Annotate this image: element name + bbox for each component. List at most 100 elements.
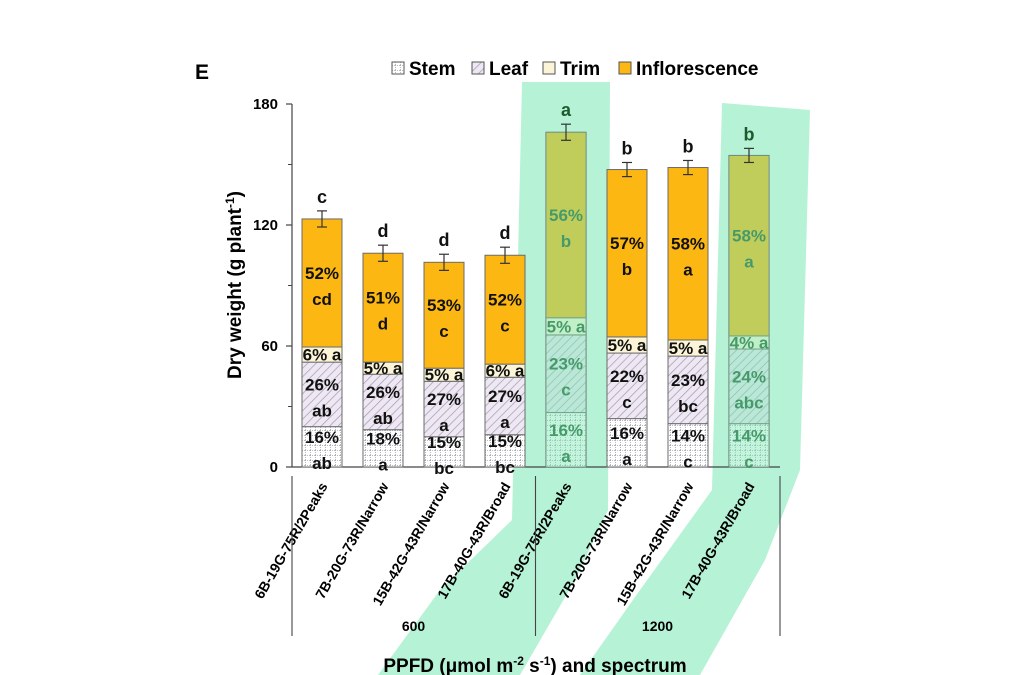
total-letter: c <box>317 187 327 207</box>
segment-letter: c <box>622 393 631 412</box>
segment-letter: ab <box>312 401 332 420</box>
bar-segment-stem <box>545 412 587 468</box>
total-letter: b <box>622 138 633 158</box>
bar-segment-inflorescence <box>423 261 465 369</box>
bar-segment-leaf <box>606 352 648 420</box>
segment-label: 4% a <box>730 333 769 352</box>
bar-segment-inflorescence <box>728 154 770 337</box>
segment-letter: a <box>622 450 632 469</box>
segment-letter: c <box>561 381 570 400</box>
bar-segment-stem <box>423 436 465 468</box>
segment-pct: 26% <box>366 383 400 402</box>
segment-letter: a <box>439 416 449 435</box>
segment-letter: b <box>622 260 632 279</box>
bar-5: 16% a 23% c 5% a 56% b a <box>545 100 587 468</box>
bar-segment-stem <box>484 434 526 468</box>
bar-segment-inflorescence <box>667 167 709 341</box>
bar-segment-leaf <box>484 376 526 436</box>
segment-letter: a <box>378 455 388 474</box>
total-letter: b <box>683 136 694 156</box>
legend-item-leaf: Leaf <box>471 59 529 80</box>
segment-pct: 52% <box>305 264 339 283</box>
legend-label: Leaf <box>489 59 529 80</box>
segment-letter: b <box>561 232 571 251</box>
legend: Stem Leaf Trim Inflorescence <box>391 59 759 80</box>
bar-segment-inflorescence <box>362 252 404 363</box>
bar-highlight-tint <box>729 155 769 468</box>
segment-letter: a <box>500 413 510 432</box>
y-tick-label: 120 <box>253 217 278 234</box>
segment-pct: 57% <box>610 234 644 253</box>
segment-pct: 14% <box>732 426 766 445</box>
y-axis-title: Dry weight (g plant-1) <box>223 191 246 379</box>
segment-letter: ab <box>373 409 393 428</box>
bar-segment-inflorescence <box>301 218 343 348</box>
segment-pct: 51% <box>366 289 400 308</box>
bar-7: 14% c 23% bc 5% a 58% a b <box>667 136 709 471</box>
segment-pct: 53% <box>427 296 461 315</box>
bar-segment-inflorescence <box>545 131 587 319</box>
segment-letter: c <box>500 317 509 336</box>
total-letter: d <box>439 230 450 250</box>
segment-label: 6% a <box>303 346 342 365</box>
segment-pct: 27% <box>488 387 522 406</box>
legend-label: Stem <box>409 59 455 80</box>
segment-letter: abc <box>734 393 763 412</box>
segment-letter: a <box>561 447 571 466</box>
y-tick-label: 180 <box>253 96 278 113</box>
y-tick-label: 0 <box>270 459 278 476</box>
segment-letter: d <box>378 315 388 334</box>
legend-item-trim: Trim <box>542 59 600 80</box>
segment-pct: 15% <box>427 433 461 452</box>
segment-letter: c <box>683 452 692 471</box>
bar-4: 15% bc 27% a 6% a 52% c d <box>484 223 526 477</box>
segment-label: 5% a <box>547 317 586 336</box>
segment-pct: 22% <box>610 367 644 386</box>
segment-letter: bc <box>495 458 515 477</box>
bar-6: 16% a 22% c 5% a 57% b b <box>606 138 648 469</box>
segment-pct: 58% <box>671 235 705 254</box>
legend-swatch <box>391 61 405 75</box>
total-letter: d <box>378 221 389 241</box>
segment-label: 5% a <box>425 366 464 385</box>
bar-segment-inflorescence <box>606 169 648 338</box>
segment-letter: c <box>439 322 448 341</box>
segment-pct: 56% <box>549 206 583 225</box>
segment-label: 5% a <box>669 339 708 358</box>
bar-segment-leaf <box>362 373 404 431</box>
bar-segment-leaf <box>301 361 343 428</box>
segment-pct: 24% <box>732 367 766 386</box>
bar-1: 16% ab 26% ab 6% a 52% cd c <box>301 187 343 473</box>
segment-pct: 58% <box>732 227 766 246</box>
total-letter: a <box>561 100 572 120</box>
segment-pct: 26% <box>305 375 339 394</box>
group-label: 1200 <box>642 618 673 634</box>
bar-3: 15% bc 27% a 5% a 53% c d <box>423 230 465 478</box>
panel-letter: E <box>195 61 209 84</box>
segment-pct: 14% <box>671 426 705 445</box>
bar-segment-stem <box>606 418 648 468</box>
legend-item-stem: Stem <box>391 59 455 80</box>
legend-swatch <box>542 61 556 75</box>
segment-label: 5% a <box>608 336 647 355</box>
segment-pct: 23% <box>671 371 705 390</box>
bar-segment-stem <box>667 423 709 468</box>
segment-pct: 52% <box>488 291 522 310</box>
segment-letter: cd <box>312 290 332 309</box>
bar-highlight-tint <box>546 132 586 467</box>
bar-segment-inflorescence <box>484 254 526 365</box>
segment-pct: 23% <box>549 355 583 374</box>
bar-segment-stem <box>728 423 770 468</box>
segment-pct: 16% <box>305 428 339 447</box>
legend-swatch <box>471 61 485 75</box>
segment-label: 6% a <box>486 362 525 381</box>
segment-pct: 18% <box>366 429 400 448</box>
legend-swatch <box>618 61 632 75</box>
segment-label: 5% a <box>364 359 403 378</box>
legend-label: Inflorescence <box>636 59 759 80</box>
segment-pct: 16% <box>549 421 583 440</box>
bar-2: 18% a 26% ab 5% a 51% d d <box>362 221 404 474</box>
total-letter: d <box>500 223 511 243</box>
segment-pct: 16% <box>610 424 644 443</box>
